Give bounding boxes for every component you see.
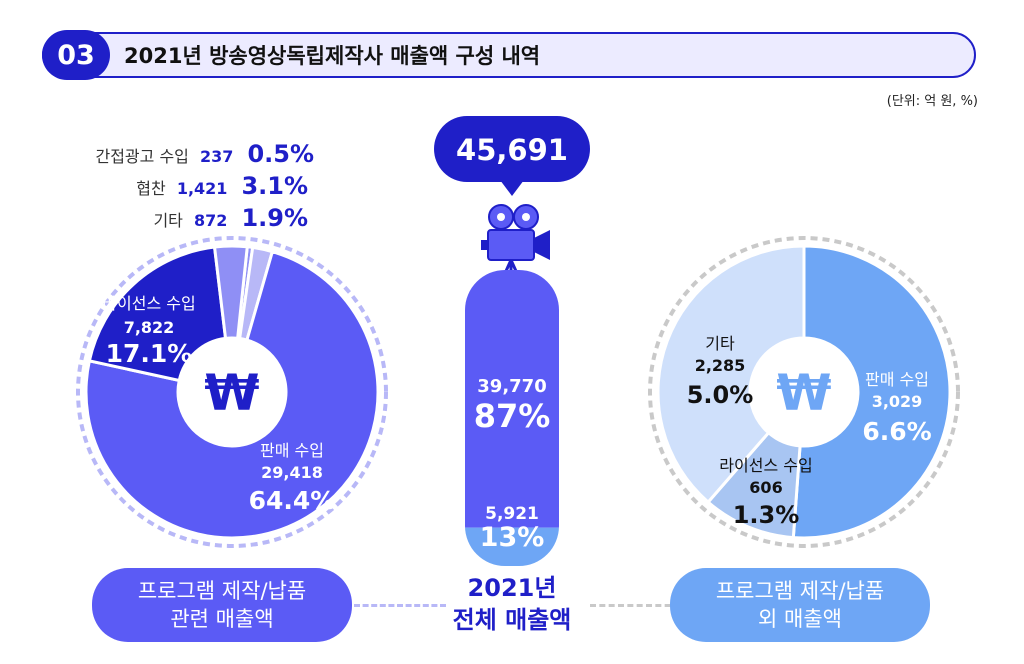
won-icon: ₩ — [204, 364, 259, 422]
right-other-label: 기타 2,285 5.0% — [686, 334, 754, 409]
unit-label: (단위: 억 원, %) — [886, 94, 978, 109]
left-connector-line — [354, 604, 446, 607]
total-caption: 2021년 전체 매출액 — [452, 574, 572, 634]
left-license-label: 라이선스 수입 7,822 17.1% — [102, 294, 196, 368]
left-sales-label: 판매 수입 29,418 64.4% — [248, 441, 336, 515]
total-value: 45,691 — [456, 133, 568, 167]
left-category-pill: 프로그램 제작/납품 관련 매출액 — [92, 568, 352, 642]
left-donut-dashed-ring — [76, 236, 388, 548]
title-bar — [42, 32, 976, 78]
bar-related-label: 39,770 87% — [473, 376, 551, 435]
won-icon: ₩ — [776, 364, 831, 422]
right-sales-label: 판매 수입 3,029 6.6% — [862, 370, 932, 446]
left-donut-chart: ₩ — [76, 236, 388, 548]
bar-related-segment — [465, 270, 559, 528]
bar-other-label: 5,921 13% — [479, 504, 545, 553]
right-connector-line — [590, 604, 680, 607]
right-donut-hole — [750, 338, 858, 446]
video-camera-icon — [481, 204, 550, 280]
right-license-label: 라이선스 수입 606 1.3% — [719, 456, 813, 529]
left-label-sponsorship: 협찬 1,421 3.1% — [136, 172, 308, 200]
left-label-etc: 기타 872 1.9% — [153, 204, 308, 232]
left-label-ppl: 간접광고 수입 237 0.5% — [95, 140, 314, 168]
right-donut-dashed-ring — [648, 236, 960, 548]
right-donut-chart: ₩ — [648, 236, 960, 548]
chart-title: 2021년 방송영상독립제작사 매출액 구성 내역 — [124, 44, 541, 68]
right-category-pill: 프로그램 제작/납품 외 매출액 — [670, 568, 930, 642]
section-number-badge: 03 — [42, 30, 110, 80]
total-capsule-bar — [465, 270, 559, 566]
total-value-bubble: 45,691 — [434, 116, 590, 196]
left-donut-hole — [178, 338, 286, 446]
